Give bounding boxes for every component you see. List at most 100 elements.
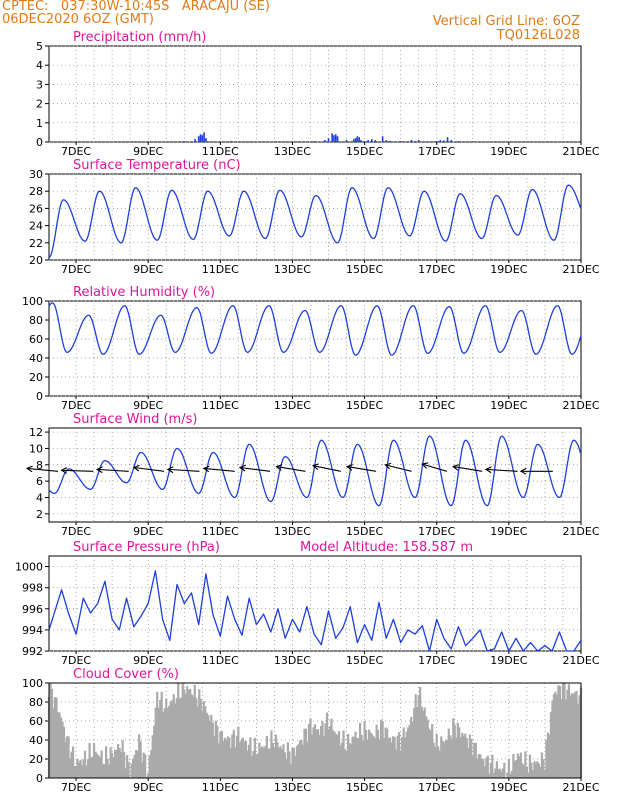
cloud-bar	[56, 712, 60, 778]
cloud-bar	[53, 697, 57, 778]
cloud-bar	[80, 765, 84, 778]
x-tick-label: 17DEC	[418, 525, 455, 538]
cloud-bar	[551, 700, 554, 778]
cloud-bar	[92, 742, 96, 778]
precip-bar	[194, 139, 196, 142]
cloud-bar	[138, 734, 141, 778]
cloud-bar	[530, 762, 533, 778]
precip-bar	[410, 140, 413, 142]
cloud-bar	[431, 723, 434, 778]
cloud-bar	[121, 740, 124, 778]
cloud-bar	[352, 736, 356, 778]
precip-bar	[111, 141, 113, 142]
cloud-bar	[141, 762, 144, 778]
x-tick-label: 15DEC	[346, 525, 383, 538]
cloud-bar	[458, 727, 461, 778]
cloud-bar	[300, 739, 303, 778]
cloud-bar	[401, 737, 404, 778]
cloud-bar	[318, 734, 321, 778]
precip-bar	[313, 141, 315, 142]
y-tick-label: 100	[22, 677, 43, 690]
cloud-bar	[540, 752, 544, 778]
plot-frame	[48, 555, 582, 652]
cloud-bar	[196, 706, 199, 778]
cloud-bar	[383, 738, 386, 778]
cloud-bar	[482, 758, 485, 778]
wind-arrow-shaft	[203, 467, 235, 472]
cloud-bar	[467, 747, 470, 778]
cloud-bar	[404, 737, 407, 778]
cloud-bar	[426, 719, 429, 778]
x-tick-label: 7DEC	[61, 145, 91, 158]
y-tick-label: 0	[36, 136, 43, 149]
x-tick-label: 7DEC	[61, 781, 91, 794]
x-tick-label: 13DEC	[274, 654, 311, 667]
cloud-bar	[428, 728, 431, 778]
y-tick-label: 24	[29, 220, 43, 233]
x-tick-label: 21DEC	[562, 654, 599, 667]
grid-note-header: Vertical Grid Line: 6OZ	[432, 14, 580, 29]
cloud-bar	[569, 695, 572, 778]
x-tick-label: 15DEC	[346, 781, 383, 794]
precip-bar	[298, 141, 301, 142]
cloud-bar	[198, 689, 201, 778]
cloud-bar	[358, 722, 362, 778]
cloud-bar	[527, 772, 530, 778]
cloud-bar	[360, 734, 363, 778]
precip-bar	[435, 141, 438, 142]
x-tick-label: 21DEC	[562, 263, 599, 276]
x-tick-label: 19DEC	[490, 654, 527, 667]
cloud-bar	[337, 731, 341, 778]
cloud-bar	[70, 751, 73, 778]
precip-bar	[334, 134, 337, 142]
wind-arrow-shaft	[453, 466, 483, 472]
cloud-bar	[304, 728, 308, 778]
cloud-bar	[387, 738, 390, 778]
temperature-line	[48, 184, 582, 258]
cloud-bar	[114, 750, 117, 778]
y-tick-label: 22	[29, 237, 43, 250]
cloud-bar	[342, 730, 345, 778]
cloud-bar	[425, 716, 428, 778]
cloud-bar	[371, 734, 374, 778]
cloud-bar	[246, 750, 249, 778]
cloud-bar	[117, 744, 120, 778]
cloud-bar	[361, 740, 365, 778]
wind-arrow-shaft	[422, 463, 447, 472]
cloud-bar	[265, 736, 269, 778]
cloud-bar	[398, 732, 401, 778]
cloud-bar	[195, 698, 198, 778]
cloud-bar	[160, 691, 163, 778]
cloud-bar	[150, 749, 153, 778]
cloud-bar	[521, 763, 524, 778]
cloud-bar	[432, 742, 435, 778]
cloud-bar	[102, 763, 105, 778]
cloud-bar	[103, 764, 106, 778]
cloud-bar	[429, 730, 432, 778]
cloud-bar	[285, 758, 288, 778]
cloud-bar	[470, 738, 473, 778]
cloud-bar	[452, 718, 455, 778]
cloud-bar	[147, 773, 150, 778]
precip-bar	[428, 141, 431, 142]
cloud-bar	[109, 747, 112, 778]
cloud-bar	[450, 738, 453, 778]
cloud-bar	[539, 766, 542, 778]
cloud-bar	[216, 725, 219, 778]
y-tick-label: 2	[36, 98, 43, 111]
x-tick-label: 9DEC	[133, 781, 163, 794]
cloud-bar	[386, 728, 389, 778]
cloud-bar	[61, 721, 64, 778]
cloud-bar	[389, 737, 392, 778]
cloud-bar	[126, 755, 129, 778]
cloud-bar	[205, 712, 208, 778]
precip-bar	[363, 141, 366, 142]
y-tick-label: 12	[29, 426, 43, 439]
y-tick-label: 100	[22, 295, 43, 308]
cloud-bar	[204, 706, 207, 778]
cloud-bar	[402, 727, 405, 778]
cloud-bar	[235, 735, 238, 778]
cloud-bar	[413, 708, 416, 778]
y-tick-label: 80	[29, 696, 43, 709]
